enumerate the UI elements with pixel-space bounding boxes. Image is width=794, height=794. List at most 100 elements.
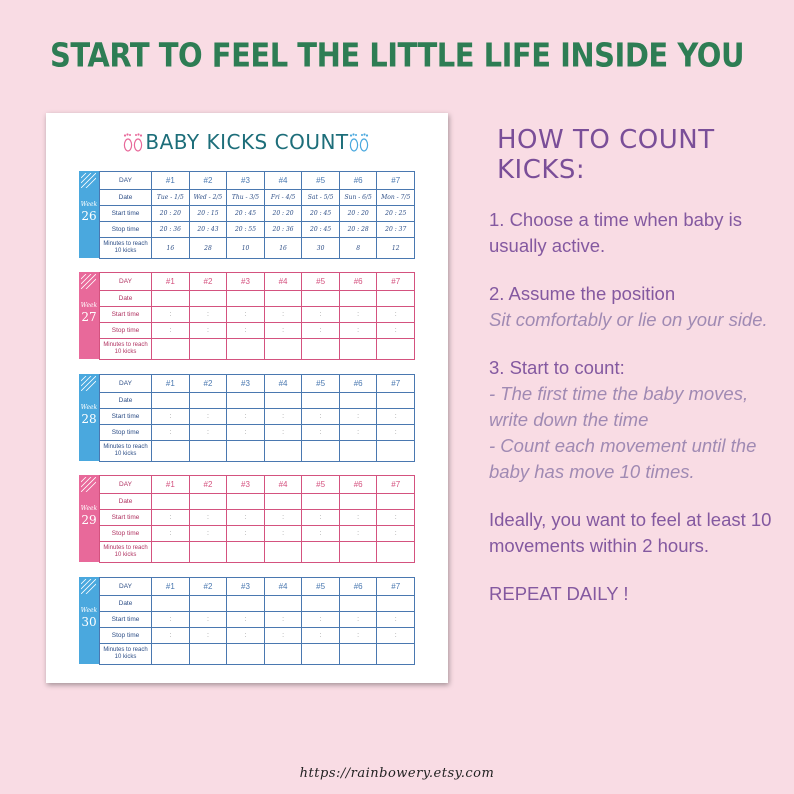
entry-cell[interactable] xyxy=(301,440,340,462)
entry-cell[interactable]: 20 : 36 xyxy=(263,221,303,238)
entry-cell[interactable]: : xyxy=(263,424,303,441)
entry-cell[interactable]: : xyxy=(376,525,415,542)
entry-cell[interactable]: : xyxy=(151,424,190,441)
entry-cell[interactable] xyxy=(301,290,340,307)
entry-cell[interactable] xyxy=(338,541,378,563)
entry-cell[interactable]: : xyxy=(151,611,190,628)
entry-cell[interactable] xyxy=(151,392,190,409)
entry-cell[interactable]: : xyxy=(338,509,378,526)
entry-cell[interactable] xyxy=(376,392,415,409)
entry-cell[interactable] xyxy=(188,290,228,307)
entry-cell[interactable]: : xyxy=(376,424,415,441)
entry-cell[interactable]: 20 : 15 xyxy=(188,205,228,222)
entry-cell[interactable]: Sat - 5/5 xyxy=(301,189,340,206)
entry-cell[interactable]: : xyxy=(226,525,265,542)
entry-cell[interactable]: : xyxy=(376,322,415,339)
entry-cell[interactable] xyxy=(188,643,228,665)
entry-cell[interactable] xyxy=(151,643,190,665)
entry-cell[interactable]: 12 xyxy=(376,237,415,259)
entry-cell[interactable]: 20 : 36 xyxy=(151,221,190,238)
entry-cell[interactable] xyxy=(376,643,415,665)
entry-cell[interactable]: : xyxy=(263,408,303,425)
entry-cell[interactable]: : xyxy=(338,525,378,542)
entry-cell[interactable]: : xyxy=(376,627,415,644)
entry-cell[interactable]: 28 xyxy=(188,237,228,259)
entry-cell[interactable] xyxy=(226,595,265,612)
entry-cell[interactable] xyxy=(376,440,415,462)
entry-cell[interactable]: 16 xyxy=(151,237,190,259)
entry-cell[interactable]: Wed - 2/5 xyxy=(188,189,228,206)
entry-cell[interactable]: : xyxy=(188,627,228,644)
entry-cell[interactable]: : xyxy=(301,408,340,425)
entry-cell[interactable] xyxy=(151,595,190,612)
entry-cell[interactable]: : xyxy=(226,408,265,425)
entry-cell[interactable]: 20 : 45 xyxy=(301,205,340,222)
entry-cell[interactable] xyxy=(301,541,340,563)
entry-cell[interactable] xyxy=(188,392,228,409)
entry-cell[interactable]: : xyxy=(301,525,340,542)
entry-cell[interactable] xyxy=(263,440,303,462)
entry-cell[interactable]: 20 : 20 xyxy=(338,205,378,222)
entry-cell[interactable]: : xyxy=(188,611,228,628)
entry-cell[interactable]: : xyxy=(151,627,190,644)
entry-cell[interactable]: : xyxy=(188,408,228,425)
entry-cell[interactable] xyxy=(376,541,415,563)
entry-cell[interactable]: : xyxy=(376,611,415,628)
entry-cell[interactable]: : xyxy=(338,424,378,441)
entry-cell[interactable]: 20 : 28 xyxy=(338,221,378,238)
entry-cell[interactable] xyxy=(151,493,190,510)
entry-cell[interactable]: : xyxy=(263,611,303,628)
entry-cell[interactable]: : xyxy=(226,322,265,339)
entry-cell[interactable] xyxy=(226,338,265,360)
entry-cell[interactable]: : xyxy=(338,322,378,339)
entry-cell[interactable] xyxy=(151,541,190,563)
entry-cell[interactable]: 20 : 55 xyxy=(226,221,265,238)
entry-cell[interactable] xyxy=(263,541,303,563)
entry-cell[interactable]: : xyxy=(301,509,340,526)
entry-cell[interactable] xyxy=(376,493,415,510)
entry-cell[interactable]: : xyxy=(188,424,228,441)
entry-cell[interactable] xyxy=(263,643,303,665)
entry-cell[interactable]: : xyxy=(226,306,265,323)
entry-cell[interactable] xyxy=(226,643,265,665)
entry-cell[interactable] xyxy=(338,440,378,462)
entry-cell[interactable] xyxy=(188,541,228,563)
entry-cell[interactable]: Thu - 3/5 xyxy=(226,189,265,206)
entry-cell[interactable] xyxy=(188,338,228,360)
entry-cell[interactable] xyxy=(301,643,340,665)
entry-cell[interactable]: 20 : 20 xyxy=(263,205,303,222)
entry-cell[interactable]: : xyxy=(151,525,190,542)
entry-cell[interactable]: : xyxy=(188,525,228,542)
entry-cell[interactable] xyxy=(338,595,378,612)
entry-cell[interactable]: 20 : 20 xyxy=(151,205,190,222)
entry-cell[interactable]: : xyxy=(301,424,340,441)
entry-cell[interactable] xyxy=(151,338,190,360)
entry-cell[interactable]: : xyxy=(263,509,303,526)
entry-cell[interactable]: : xyxy=(338,627,378,644)
entry-cell[interactable]: : xyxy=(188,509,228,526)
entry-cell[interactable] xyxy=(301,338,340,360)
entry-cell[interactable] xyxy=(151,290,190,307)
entry-cell[interactable]: : xyxy=(151,322,190,339)
entry-cell[interactable]: 20 : 37 xyxy=(376,221,415,238)
entry-cell[interactable] xyxy=(376,595,415,612)
entry-cell[interactable]: Sun - 6/5 xyxy=(338,189,378,206)
entry-cell[interactable]: : xyxy=(151,408,190,425)
entry-cell[interactable]: Mon - 7/5 xyxy=(376,189,415,206)
entry-cell[interactable]: : xyxy=(301,611,340,628)
entry-cell[interactable] xyxy=(338,338,378,360)
entry-cell[interactable]: : xyxy=(376,306,415,323)
entry-cell[interactable]: 30 xyxy=(301,237,340,259)
entry-cell[interactable] xyxy=(226,440,265,462)
entry-cell[interactable]: : xyxy=(226,611,265,628)
entry-cell[interactable] xyxy=(376,338,415,360)
entry-cell[interactable]: : xyxy=(263,306,303,323)
entry-cell[interactable]: : xyxy=(226,509,265,526)
entry-cell[interactable] xyxy=(301,595,340,612)
entry-cell[interactable] xyxy=(226,493,265,510)
entry-cell[interactable]: : xyxy=(188,322,228,339)
entry-cell[interactable] xyxy=(263,595,303,612)
entry-cell[interactable]: : xyxy=(338,611,378,628)
entry-cell[interactable]: : xyxy=(338,306,378,323)
entry-cell[interactable]: : xyxy=(338,408,378,425)
